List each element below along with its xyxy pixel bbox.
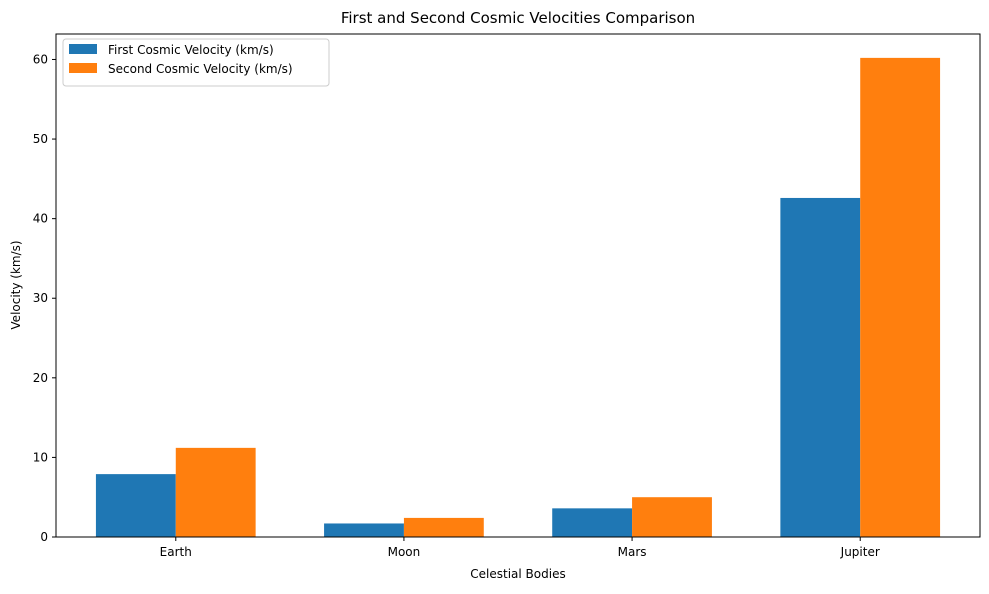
x-tick-label: Mars bbox=[618, 545, 647, 559]
x-tick-label: Moon bbox=[388, 545, 421, 559]
y-tick-label: 60 bbox=[33, 52, 48, 66]
y-axis-ticks: 0 10 20 30 40 50 60 bbox=[33, 52, 56, 544]
bar-jupiter-series-2 bbox=[860, 57, 941, 537]
bar-earth-series-1 bbox=[95, 474, 176, 537]
bar-earth-series-2 bbox=[175, 447, 256, 537]
y-tick-label: 0 bbox=[40, 530, 48, 544]
bar-mars-series-1 bbox=[552, 508, 633, 537]
legend-swatch-1 bbox=[69, 44, 97, 54]
x-axis-label: Celestial Bodies bbox=[470, 567, 565, 581]
bar-moon-series-1 bbox=[324, 523, 404, 537]
legend-frame bbox=[62, 38, 330, 87]
bar-mars-series-2 bbox=[632, 497, 712, 537]
legend: First Cosmic Velocity (km/s) Second Cosmi… bbox=[62, 38, 330, 87]
legend-swatch-2 bbox=[69, 63, 97, 73]
bars-layer bbox=[95, 57, 941, 538]
y-tick-label: 50 bbox=[33, 132, 48, 146]
chart-title: First and Second Cosmic Velocities Compa… bbox=[341, 9, 695, 27]
x-tick-label: Jupiter bbox=[840, 545, 880, 559]
y-tick-label: 10 bbox=[33, 450, 48, 464]
bar-moon-series-2 bbox=[403, 517, 484, 537]
y-tick-label: 20 bbox=[33, 371, 48, 385]
x-axis-ticks: Earth Moon Mars Jupiter bbox=[160, 537, 880, 559]
legend-label-2: Second Cosmic Velocity (km/s) bbox=[108, 62, 293, 76]
bar-jupiter-series-1 bbox=[780, 197, 861, 538]
y-tick-label: 30 bbox=[33, 291, 48, 305]
y-axis-label: Velocity (km/s) bbox=[9, 240, 23, 329]
x-tick-label: Earth bbox=[160, 545, 192, 559]
plot-frame bbox=[55, 33, 981, 538]
y-tick-label: 40 bbox=[33, 212, 48, 226]
legend-label-1: First Cosmic Velocity (km/s) bbox=[108, 43, 274, 57]
